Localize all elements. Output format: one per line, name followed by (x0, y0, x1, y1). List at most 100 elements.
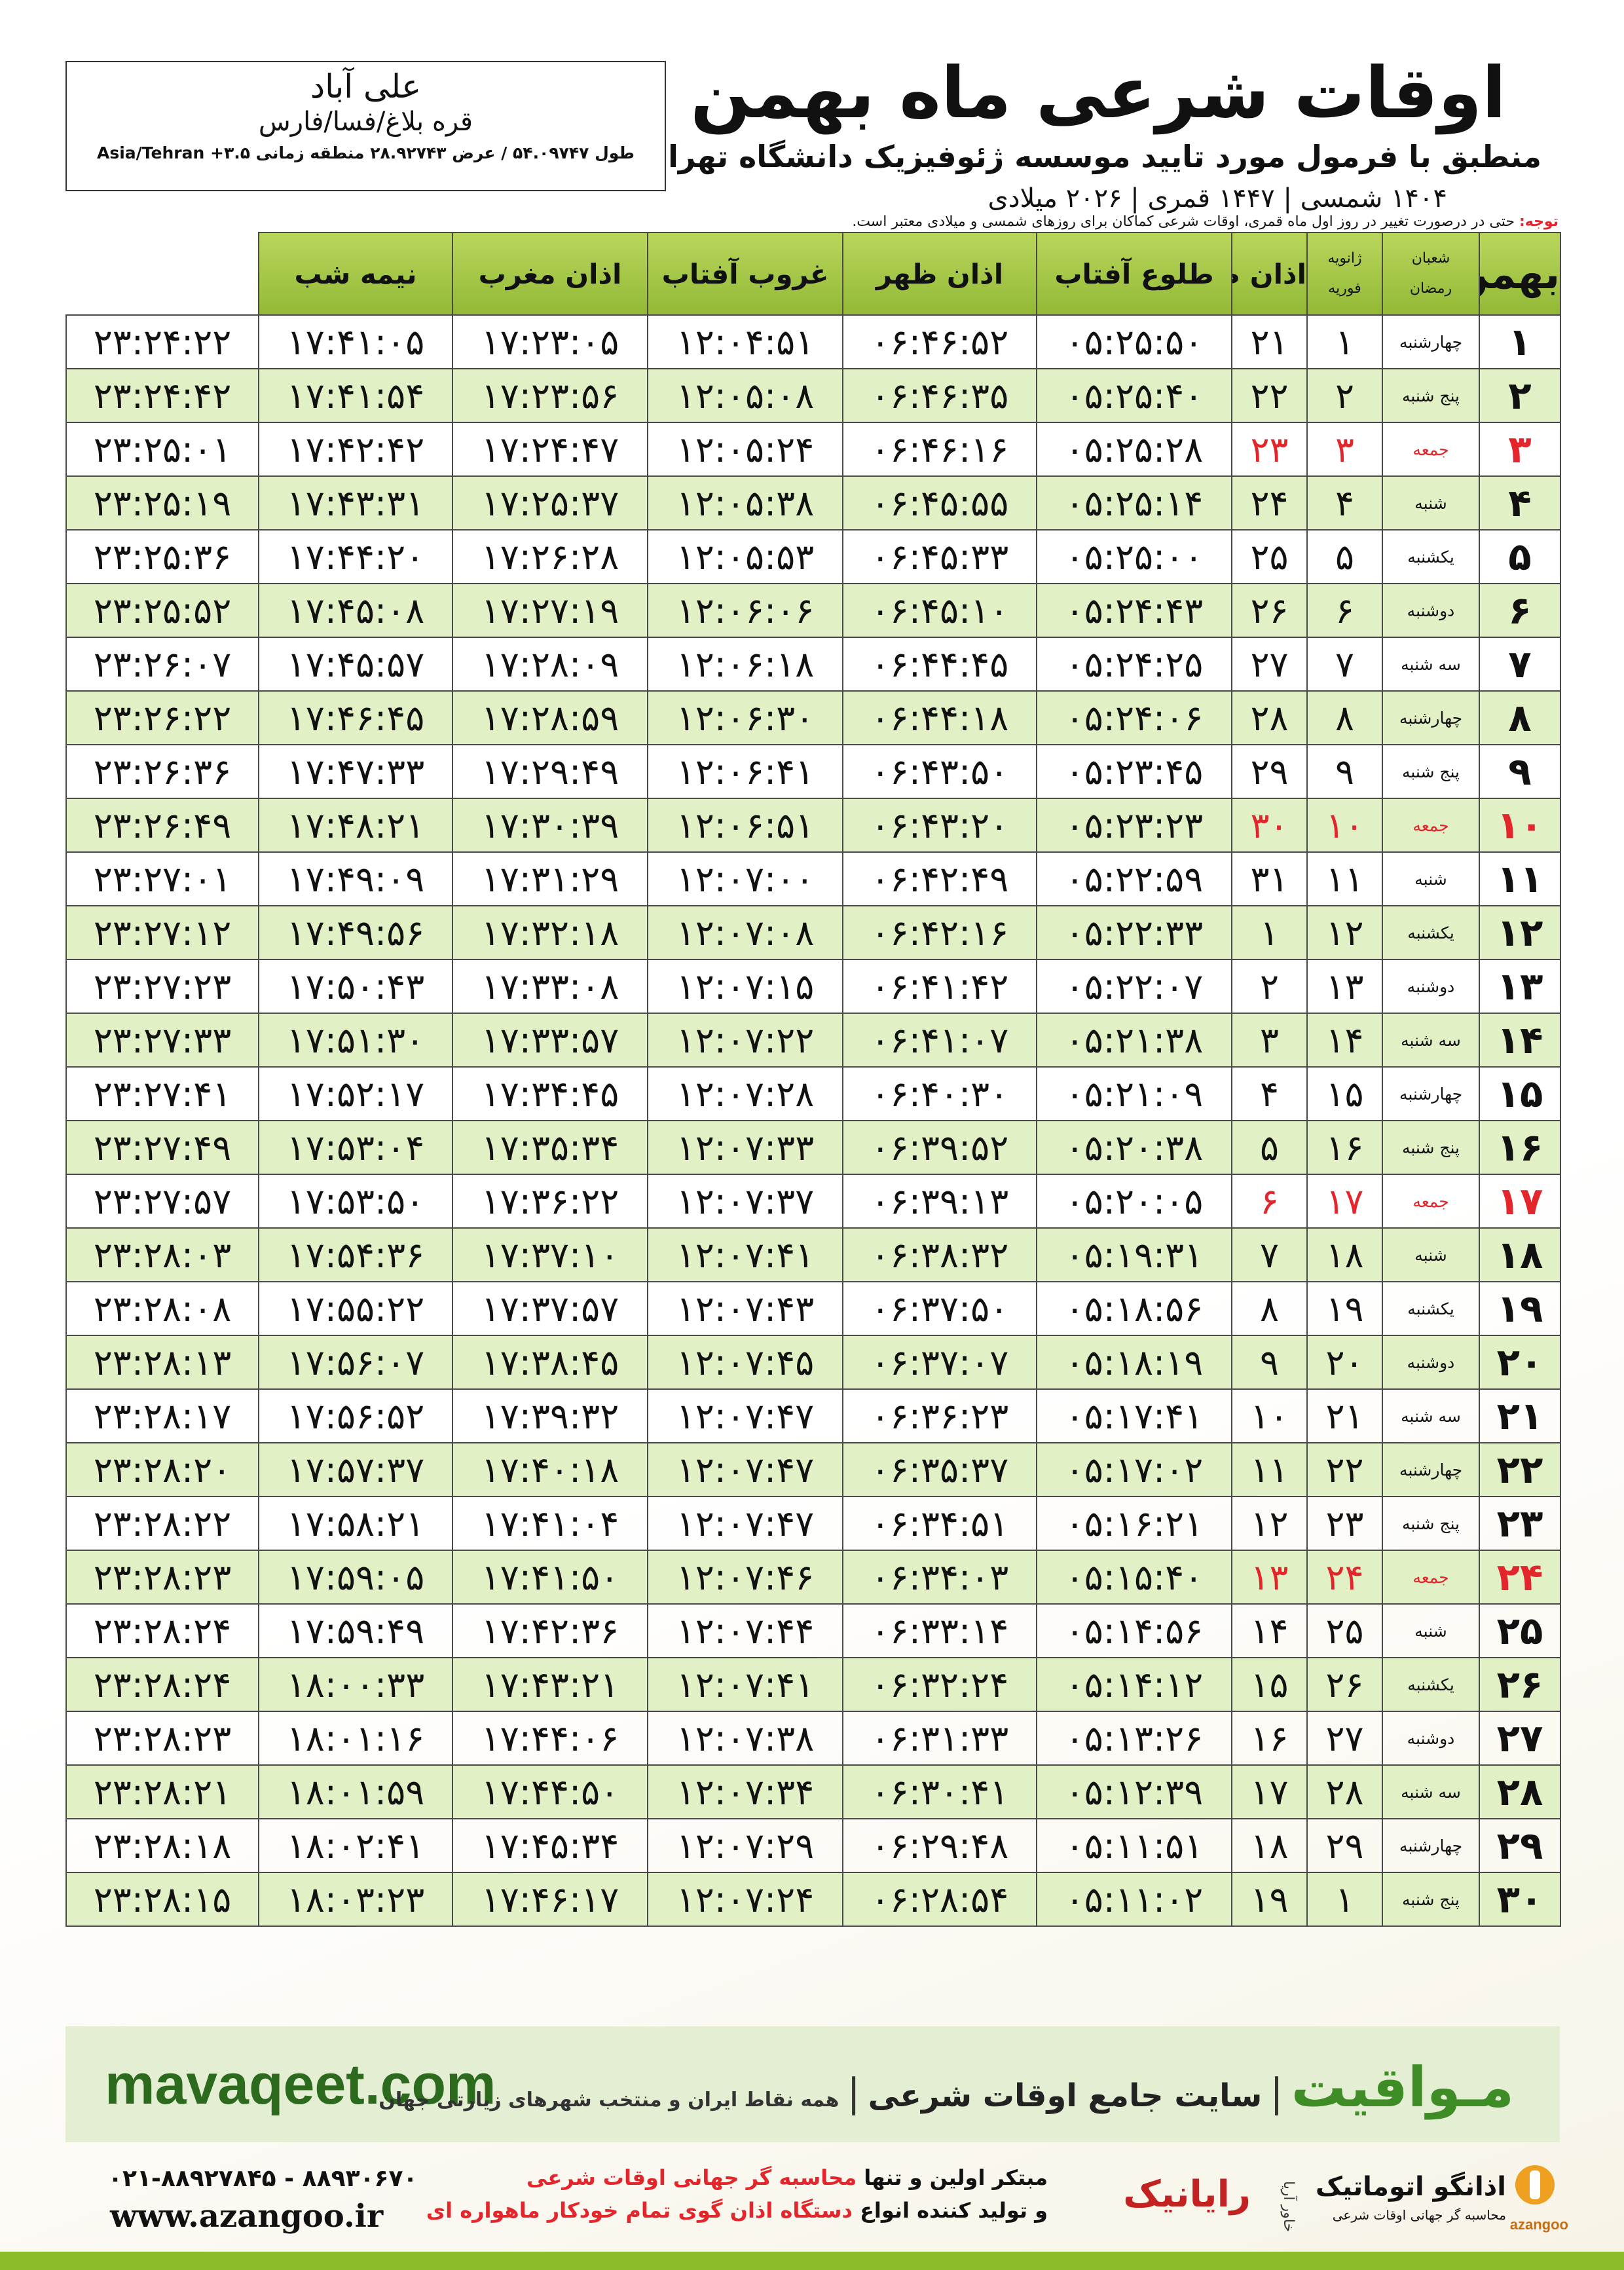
table-cell: ۱۷:۵۵:۲۲ (258, 1281, 453, 1336)
table-cell: یکشنبه (1382, 1281, 1480, 1336)
table-cell: ۱۲:۰۶:۳۰ (647, 690, 843, 745)
table-row: ۹ پنج شنبه ۹ ۲۹ ۰۵:۲۳:۴۵ ۰۶:۴۳:۵۰ ۱۲:۰۶:۴۱ ۱۷:۲… (65, 744, 1561, 799)
table-cell: ۲۷ (1479, 1711, 1561, 1766)
logo-azangoo-sub: محاسبه گر جهانی اوقات شرعی (1332, 2207, 1506, 2223)
table-cell: ۱۲:۰۷:۰۸ (647, 905, 843, 960)
footer-highlight: محاسبه گر جهانی اوقات شرعی (526, 2165, 857, 2190)
table-cell: ۰۶:۴۳:۲۰ (842, 798, 1037, 853)
table-row: ۱۰ جمعه ۱۰ ۳۰ ۰۵:۲۳:۲۳ ۰۶:۴۳:۲۰ ۱۲:۰۶:۵۱ ۱۷:۳۰:… (65, 798, 1561, 853)
table-cell: ۱۷:۵۲:۱۷ (258, 1066, 453, 1121)
table-cell: ۱۲:۰۷:۴۶ (647, 1550, 843, 1605)
footer-text: و تولید کننده انواع (860, 2198, 1048, 2223)
table-cell: ۱۶ (1479, 1120, 1561, 1175)
table-cell: ۲۴ (1306, 1550, 1383, 1605)
table-cell: ۱۷:۳۷:۵۷ (452, 1281, 648, 1336)
table-cell: ۲۸ (1231, 690, 1308, 745)
table-cell: ۲۳:۲۸:۱۳ (65, 1335, 259, 1390)
table-cell: دوشنبه (1382, 1711, 1480, 1766)
table-cell: ۰۶:۴۰:۳۰ (842, 1066, 1037, 1121)
table-row: ۱۵ چهارشنبه ۱۵ ۴ ۰۵:۲۱:۰۹ ۰۶:۴۰:۳۰ ۱۲:۰۷:۲۸ ۱۷:… (65, 1066, 1561, 1121)
table-row: ۷ سه شنبه ۷ ۲۷ ۰۵:۲۴:۲۵ ۰۶:۴۴:۴۵ ۱۲:۰۶:۱۸ ۱۷:۲۸… (65, 637, 1561, 692)
table-row: ۱۱ شنبه ۱۱ ۳۱ ۰۵:۲۲:۵۹ ۰۶:۴۲:۴۹ ۱۲:۰۷:۰۰ ۱۷:۳۱:… (65, 851, 1561, 906)
column-header: ژانویه فوریه (1306, 232, 1383, 316)
table-cell: ۲۳:۲۷:۱۲ (65, 905, 259, 960)
table-cell: ۱۲:۰۴:۵۱ (647, 314, 843, 369)
table-cell: ۰۵:۲۳:۴۵ (1036, 744, 1232, 799)
brand-line: مـواقیت|سایت جامع اوقات شرعی|همه نقاط ای… (378, 2055, 1514, 2119)
table-cell: ۲۷ (1231, 637, 1308, 692)
table-cell: ۲۳:۲۸:۲۳ (65, 1711, 259, 1766)
table-cell: ۱۷:۵۰:۴۳ (258, 959, 453, 1014)
table-cell: ۰۵:۱۴:۵۶ (1036, 1603, 1232, 1658)
note-text: حتی در درصورت تغییر در روز اول ماه قمری،… (852, 214, 1515, 230)
table-cell: ۱۴ (1231, 1603, 1308, 1658)
table-cell: ۲۹ (1231, 744, 1308, 799)
table-cell: ۲۶ (1306, 1657, 1383, 1712)
table-cell: ۱ (1231, 905, 1308, 960)
footer-line: مبتکر اولین و تنها محاسبه گر جهانی اوقات… (526, 2165, 1048, 2190)
table-cell: ۰۶:۴۲:۴۹ (842, 851, 1037, 906)
table-cell: ۱۸:۰۳:۲۳ (258, 1872, 453, 1927)
table-cell: ۱۶ (1231, 1711, 1308, 1766)
table-cell: ۱۲:۰۷:۴۷ (647, 1442, 843, 1497)
table-cell: جمعه (1382, 798, 1480, 853)
table-cell: ۱۲:۰۷:۲۲ (647, 1013, 843, 1068)
table-cell: ۱ (1306, 1872, 1383, 1927)
table-cell: ۱۲:۰۶:۱۸ (647, 637, 843, 692)
table-cell: ۱۲:۰۷:۳۸ (647, 1711, 843, 1766)
table-row: ۳ جمعه ۳ ۲۳ ۰۵:۲۵:۲۸ ۰۶:۴۶:۱۶ ۱۲:۰۵:۲۴ ۱۷:۲۴:۴۷… (65, 422, 1561, 477)
table-row: ۱۹ یکشنبه ۱۹ ۸ ۰۵:۱۸:۵۶ ۰۶:۳۷:۵۰ ۱۲:۰۷:۴۳ ۱۷:۳۷… (65, 1281, 1561, 1336)
table-cell: ۱۷:۳۰:۳۹ (452, 798, 648, 853)
table-cell: ۱۲:۰۷:۳۷ (647, 1174, 843, 1229)
logo-icon (1515, 2165, 1555, 2205)
table-cell: ۰۵:۱۷:۰۲ (1036, 1442, 1232, 1497)
table-cell: ۲۲ (1479, 1442, 1561, 1497)
table-cell: ۱۲:۰۵:۰۸ (647, 368, 843, 423)
table-cell: ۳ (1479, 422, 1561, 477)
table-cell: ۱۷:۵۳:۵۰ (258, 1174, 453, 1229)
table-cell: ۲۳:۲۷:۴۹ (65, 1120, 259, 1175)
table-cell: ۰۶:۳۴:۵۱ (842, 1496, 1037, 1551)
table-cell: ۱۷:۲۳:۵۶ (452, 368, 648, 423)
table-cell: ۰۶:۳۷:۰۷ (842, 1335, 1037, 1390)
table-row: ۱۴ سه شنبه ۱۴ ۳ ۰۵:۲۱:۳۸ ۰۶:۴۱:۰۷ ۱۲:۰۷:۲۲ ۱۷:۳… (65, 1013, 1561, 1068)
footer-line: و تولید کننده انواع دستگاه اذان گوی تمام… (426, 2198, 1048, 2223)
table-cell: ۲ (1231, 959, 1308, 1014)
brand: مـواقیت (1291, 2055, 1514, 2119)
column-header-part: فوریه (1328, 280, 1361, 297)
column-header: شعبان رمضان (1382, 232, 1480, 316)
table-cell: ۷ (1306, 637, 1383, 692)
table-cell: ۰۶:۳۸:۳۲ (842, 1227, 1037, 1282)
table-cell: ۱۷:۴۵:۳۴ (452, 1818, 648, 1873)
table-cell: ۰۵:۲۵:۰۰ (1036, 529, 1232, 584)
column-header: غروب آفتاب (647, 232, 843, 316)
table-cell: ۱۷:۳۸:۴۵ (452, 1335, 648, 1390)
table-cell: ۱۷:۵۹:۰۵ (258, 1550, 453, 1605)
column-header-part: رمضان (1409, 280, 1452, 297)
table-cell: ۱۴ (1479, 1013, 1561, 1068)
table-cell: ۵ (1479, 529, 1561, 584)
table-cell: ۱۲:۰۵:۵۳ (647, 529, 843, 584)
table-cell: ۲۳:۲۵:۰۱ (65, 422, 259, 477)
table-cell: ۳۰ (1479, 1872, 1561, 1927)
table-cell: ۲۹ (1479, 1818, 1561, 1873)
table-cell: ۲۴ (1231, 475, 1308, 530)
table-cell: شنبه (1382, 1227, 1480, 1282)
table-cell: ۱۲:۰۷:۳۴ (647, 1764, 843, 1819)
table-cell: ۲۳:۲۸:۱۵ (65, 1872, 259, 1927)
table-cell: جمعه (1382, 422, 1480, 477)
table-cell: یکشنبه (1382, 529, 1480, 584)
table-cell: ۱۲ (1306, 905, 1383, 960)
table-body: ۱ چهارشنبه ۱ ۲۱ ۰۵:۲۵:۵۰ ۰۶:۴۶:۵۲ ۱۲:۰۴:۵۱ ۱۷:۲… (65, 314, 1561, 1927)
logo-rayanik-sub: خاور آریا (1280, 2181, 1297, 2233)
banner: mavaqeet.com مـواقیت|سایت جامع اوقات شرع… (65, 2026, 1560, 2142)
table-cell: ۲۰ (1479, 1335, 1561, 1390)
table-cell: ۱۲:۰۶:۰۶ (647, 583, 843, 638)
table-cell: ۱۲:۰۵:۳۸ (647, 475, 843, 530)
table-cell: ۱۷:۵۱:۳۰ (258, 1013, 453, 1068)
table-cell: چهارشنبه (1382, 1066, 1480, 1121)
table-cell: دوشنبه (1382, 583, 1480, 638)
table-cell: ۱۵ (1479, 1066, 1561, 1121)
table-cell: چهارشنبه (1382, 1442, 1480, 1497)
times-table: بهمن شعبان رمضان ژانویه فوریه اذان صبحطلوع آف… (65, 232, 1561, 1927)
